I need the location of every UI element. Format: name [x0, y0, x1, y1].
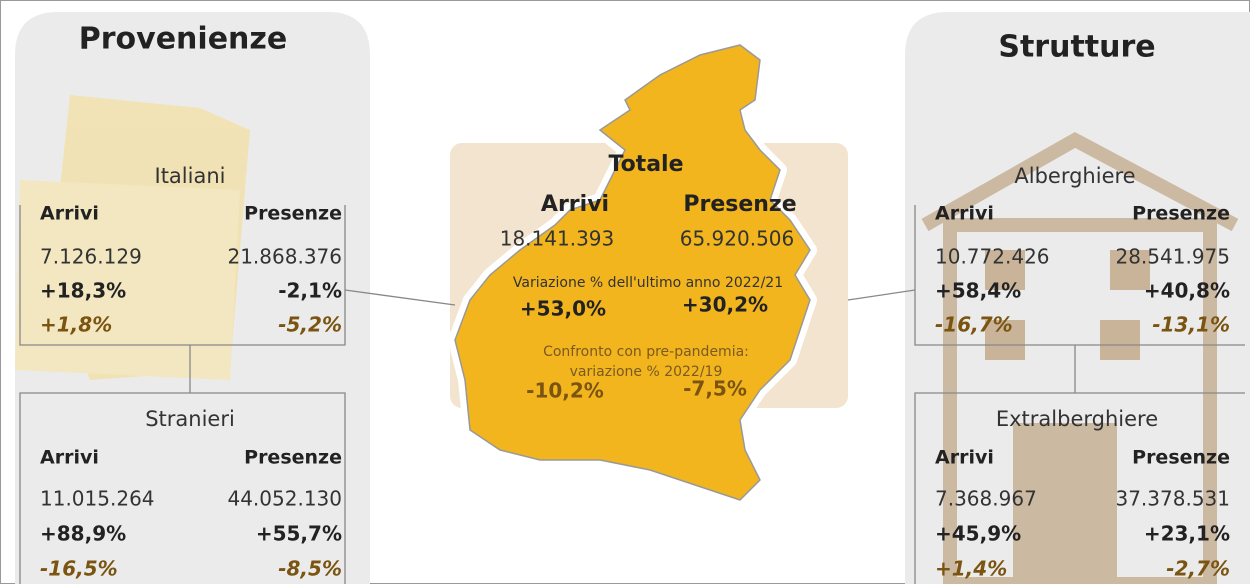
veneto-map [454, 44, 811, 501]
group-value: +23,1% [1144, 522, 1230, 546]
group-value: 44.052.130 [227, 487, 342, 511]
panel-title: Strutture [998, 30, 1155, 65]
group-value: 28.541.975 [1115, 245, 1230, 269]
group-value: 21.868.376 [227, 245, 342, 269]
column-label: Presenze [1132, 447, 1230, 469]
column-label: Arrivi [935, 203, 994, 225]
center-value: 18.141.393 [500, 227, 615, 251]
right-connectors [847, 205, 1245, 584]
center-label: Presenze [683, 192, 796, 217]
group-value: -2,1% [278, 279, 342, 303]
center-note: variazione % 2022/19 [570, 364, 723, 380]
center-note: Variazione % dell'ultimo anno 2022/21 [513, 275, 783, 291]
group-title: Stranieri [145, 407, 235, 431]
column-label: Presenze [244, 447, 342, 469]
column-label: Arrivi [40, 203, 99, 225]
group-value: +1,8% [40, 313, 112, 337]
group-value: 11.015.264 [40, 487, 155, 511]
panel-title: Provenienze [79, 22, 287, 57]
center-value: 65.920.506 [680, 227, 795, 251]
group-title: Extralberghiere [996, 407, 1158, 431]
house-icon [921, 132, 1239, 584]
group-value: -16,5% [40, 557, 118, 581]
center-title: Totale [608, 152, 683, 177]
right-panel [905, 12, 1250, 584]
group-value: +58,4% [935, 279, 1021, 303]
flag-icon [15, 95, 250, 380]
house-windows [985, 250, 1150, 360]
group-value: -13,1% [1152, 313, 1230, 337]
center-pct: +30,2% [682, 293, 768, 317]
group-value: 37.378.531 [1115, 487, 1230, 511]
center-var: -7,5% [683, 377, 747, 401]
group-value: +88,9% [40, 522, 126, 546]
group-value: +45,9% [935, 522, 1021, 546]
group-title: Italiani [155, 164, 226, 188]
column-label: Presenze [1132, 203, 1230, 225]
group-value: +40,8% [1144, 279, 1230, 303]
group-title: Alberghiere [1014, 164, 1135, 188]
group-value: -2,7% [1166, 557, 1230, 581]
group-value: -5,2% [278, 313, 342, 337]
center-label: Arrivi [541, 192, 609, 217]
center-var: -10,2% [526, 379, 604, 403]
group-value: +18,3% [40, 279, 126, 303]
left-connectors [19, 205, 456, 584]
group-value: 10.772.426 [935, 245, 1050, 269]
group-value: +1,4% [935, 557, 1007, 581]
column-label: Arrivi [935, 447, 994, 469]
column-label: Arrivi [40, 447, 99, 469]
group-value: +55,7% [256, 522, 342, 546]
center-pct: +53,0% [520, 297, 606, 321]
group-value: -16,7% [935, 313, 1013, 337]
group-value: 7.126.129 [40, 245, 142, 269]
group-value: 7.368.967 [935, 487, 1037, 511]
center-note: Confronto con pre-pandemia: [543, 344, 749, 360]
column-label: Presenze [244, 203, 342, 225]
group-value: -8,5% [278, 557, 342, 581]
